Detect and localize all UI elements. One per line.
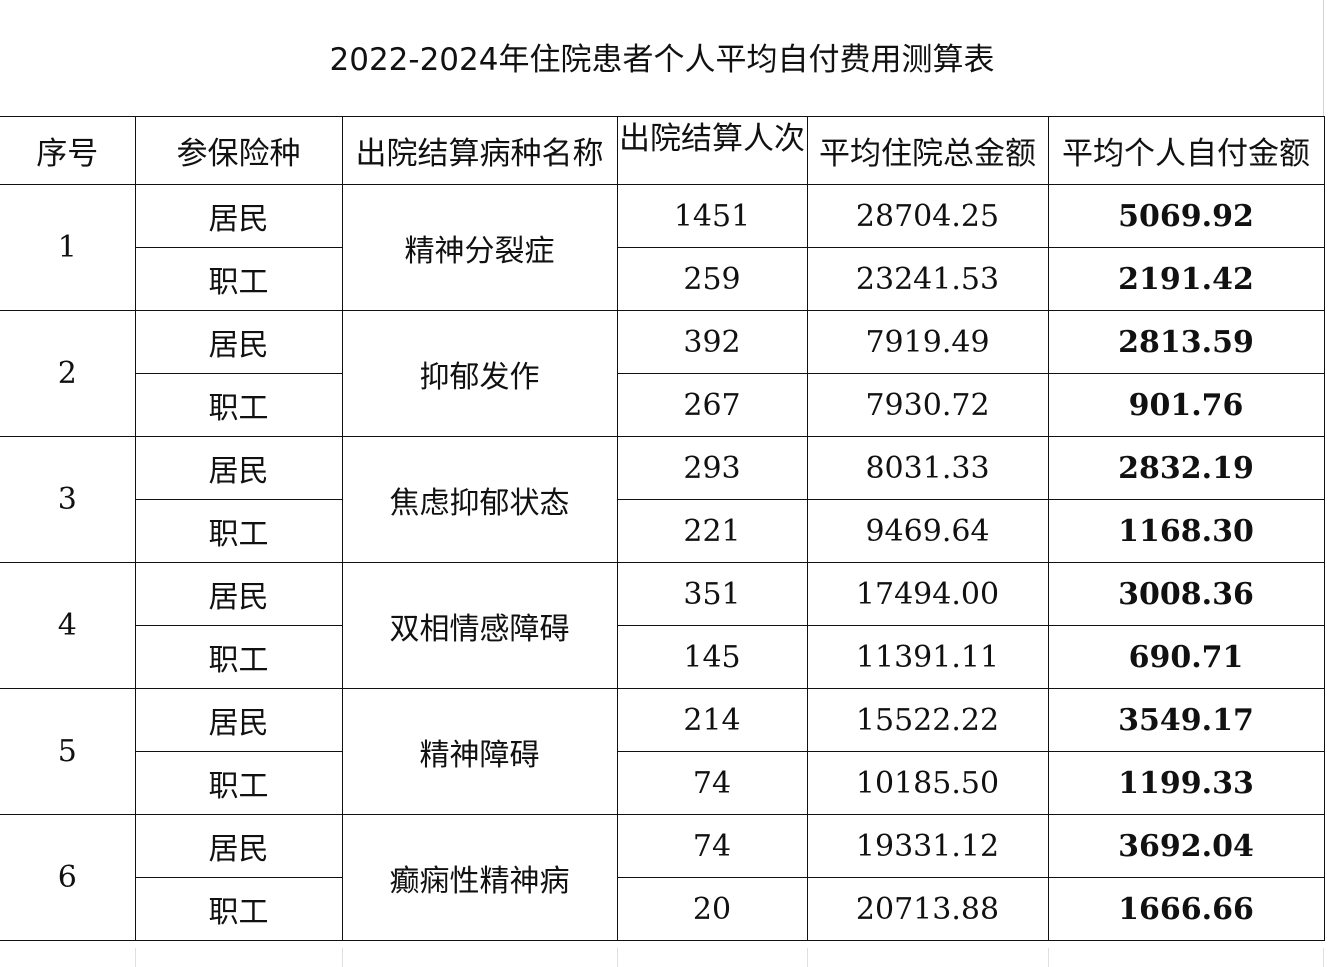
sheet-empty-row	[0, 948, 1324, 967]
disease-name-cell: 抑郁发作	[341, 310, 618, 437]
insurance-type-cell: 职工	[134, 499, 343, 563]
insurance-type-cell: 居民	[134, 562, 343, 626]
avg-total-cell: 11391.11	[806, 625, 1049, 689]
header-seq: 序号	[0, 116, 136, 185]
settlement-count-cell: 214	[616, 688, 808, 752]
table-row: 6 居民 癫痫性精神病 74 19331.12 3692.04	[0, 814, 1325, 941]
settlement-count-cell: 20	[616, 877, 808, 941]
insurance-type-cell: 居民	[134, 436, 343, 500]
avg-total-cell: 9469.64	[806, 499, 1049, 563]
seq-cell: 6	[0, 814, 136, 941]
sheet-gridline	[807, 948, 808, 967]
insurance-type-cell: 居民	[134, 688, 343, 752]
table-row: 1 居民 精神分裂症 1451 28704.25 5069.92	[0, 184, 1325, 311]
insurance-type-cell: 职工	[134, 625, 343, 689]
avg-self-pay-cell: 5069.92	[1047, 184, 1325, 248]
insurance-type-cell: 职工	[134, 751, 343, 815]
seq-cell: 5	[0, 688, 136, 815]
settlement-count-cell: 1451	[616, 184, 808, 248]
avg-self-pay-cell: 2832.19	[1047, 436, 1325, 500]
avg-self-pay-cell: 3692.04	[1047, 814, 1325, 878]
header-avg-total: 平均住院总金额	[806, 116, 1049, 185]
settlement-count-cell: 145	[616, 625, 808, 689]
insurance-type-cell: 职工	[134, 247, 343, 311]
table-row: 2 居民 抑郁发作 392 7919.49 2813.59	[0, 310, 1325, 437]
header-disease-name: 出院结算病种名称	[341, 116, 618, 185]
sheet-gridline	[1048, 948, 1049, 967]
insurance-type-cell: 职工	[134, 373, 343, 437]
disease-name-cell: 双相情感障碍	[341, 562, 618, 689]
settlement-count-cell: 392	[616, 310, 808, 374]
avg-self-pay-cell: 2191.42	[1047, 247, 1325, 311]
cost-table: 序号 参保险种 出院结算病种名称 出院结算人次 平均住院总金额 平均个人自付金额…	[0, 116, 1325, 941]
avg-total-cell: 10185.50	[806, 751, 1049, 815]
header-insurance-type: 参保险种	[134, 116, 343, 185]
table-row: 4 居民 双相情感障碍 351 17494.00 3008.36	[0, 562, 1325, 689]
sheet-gridline	[135, 948, 136, 967]
avg-total-cell: 7930.72	[806, 373, 1049, 437]
avg-total-cell: 15522.22	[806, 688, 1049, 752]
seq-cell: 4	[0, 562, 136, 689]
seq-cell: 1	[0, 184, 136, 311]
avg-total-cell: 7919.49	[806, 310, 1049, 374]
avg-self-pay-cell: 1666.66	[1047, 877, 1325, 941]
avg-total-cell: 28704.25	[806, 184, 1049, 248]
table-row: 职工 267 7930.72 901.76	[0, 373, 1325, 437]
disease-name-cell: 焦虑抑郁状态	[341, 436, 618, 563]
sheet-gridline	[1323, 0, 1324, 116]
insurance-type-cell: 居民	[134, 184, 343, 248]
header-settlement-count: 出院结算人次	[616, 116, 808, 185]
header-avg-self-pay: 平均个人自付金额	[1047, 116, 1325, 185]
avg-total-cell: 23241.53	[806, 247, 1049, 311]
avg-self-pay-cell: 901.76	[1047, 373, 1325, 437]
header-row: 序号 参保险种 出院结算病种名称 出院结算人次 平均住院总金额 平均个人自付金额	[0, 116, 1325, 185]
table-row: 职工 74 10185.50 1199.33	[0, 751, 1325, 815]
table-row: 职工 145 11391.11 690.71	[0, 625, 1325, 689]
avg-self-pay-cell: 2813.59	[1047, 310, 1325, 374]
insurance-type-cell: 居民	[134, 814, 343, 878]
table-row: 3 居民 焦虑抑郁状态 293 8031.33 2832.19	[0, 436, 1325, 563]
avg-total-cell: 8031.33	[806, 436, 1049, 500]
settlement-count-cell: 74	[616, 751, 808, 815]
seq-cell: 2	[0, 310, 136, 437]
table-row: 职工 259 23241.53 2191.42	[0, 247, 1325, 311]
avg-self-pay-cell: 1168.30	[1047, 499, 1325, 563]
table-row: 5 居民 精神障碍 214 15522.22 3549.17	[0, 688, 1325, 815]
sheet-gridline	[342, 948, 343, 967]
table-row: 职工 20 20713.88 1666.66	[0, 877, 1325, 941]
settlement-count-cell: 293	[616, 436, 808, 500]
settlement-count-cell: 221	[616, 499, 808, 563]
header-settlement-count-text: 出院结算人次	[619, 121, 805, 157]
insurance-type-cell: 职工	[134, 877, 343, 941]
disease-name-cell: 癫痫性精神病	[341, 814, 618, 941]
avg-total-cell: 20713.88	[806, 877, 1049, 941]
avg-total-cell: 17494.00	[806, 562, 1049, 626]
insurance-type-cell: 居民	[134, 310, 343, 374]
sheet-gridline	[617, 948, 618, 967]
sheet-gridline	[1323, 948, 1324, 967]
avg-total-cell: 19331.12	[806, 814, 1049, 878]
disease-name-cell: 精神障碍	[341, 688, 618, 815]
table-title: 2022-2024年住院患者个人平均自付费用测算表	[329, 42, 995, 78]
avg-self-pay-cell: 3008.36	[1047, 562, 1325, 626]
settlement-count-cell: 74	[616, 814, 808, 878]
table-row: 职工 221 9469.64 1168.30	[0, 499, 1325, 563]
seq-cell: 3	[0, 436, 136, 563]
avg-self-pay-cell: 690.71	[1047, 625, 1325, 689]
avg-self-pay-cell: 1199.33	[1047, 751, 1325, 815]
disease-name-cell: 精神分裂症	[341, 184, 618, 311]
settlement-count-cell: 259	[616, 247, 808, 311]
settlement-count-cell: 351	[616, 562, 808, 626]
settlement-count-cell: 267	[616, 373, 808, 437]
avg-self-pay-cell: 3549.17	[1047, 688, 1325, 752]
